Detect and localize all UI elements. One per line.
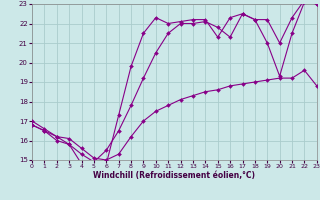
X-axis label: Windchill (Refroidissement éolien,°C): Windchill (Refroidissement éolien,°C) <box>93 171 255 180</box>
